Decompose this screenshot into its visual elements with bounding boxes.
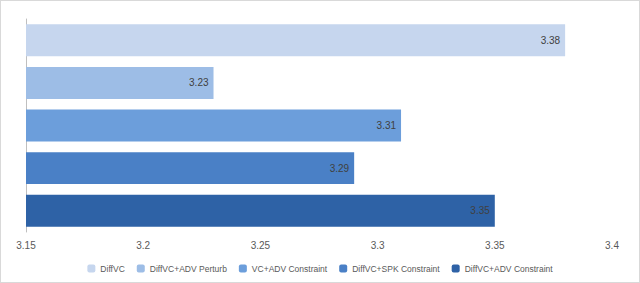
svg-text:3.3: 3.3 bbox=[371, 240, 385, 251]
svg-text:3.29: 3.29 bbox=[330, 163, 350, 174]
svg-text:3.31: 3.31 bbox=[377, 120, 397, 131]
svg-text:3.35: 3.35 bbox=[470, 205, 490, 216]
svg-text:3.25: 3.25 bbox=[251, 240, 271, 251]
svg-text:3.2: 3.2 bbox=[136, 240, 150, 251]
svg-text:DiffVC+ADV Perturb: DiffVC+ADV Perturb bbox=[150, 264, 227, 274]
svg-text:3.23: 3.23 bbox=[189, 77, 209, 88]
svg-text:3.4: 3.4 bbox=[605, 240, 619, 251]
svg-text:3.38: 3.38 bbox=[541, 35, 561, 46]
svg-text:DiffVC+SPK Constraint: DiffVC+SPK Constraint bbox=[352, 264, 440, 274]
svg-text:3.15: 3.15 bbox=[16, 240, 36, 251]
svg-text:3.35: 3.35 bbox=[485, 240, 505, 251]
svg-text:DiffVC+ADV Constraint: DiffVC+ADV Constraint bbox=[465, 264, 554, 274]
svg-text:DiffVC: DiffVC bbox=[100, 264, 124, 274]
svg-text:VC+ADV Constraint: VC+ADV Constraint bbox=[252, 264, 328, 274]
